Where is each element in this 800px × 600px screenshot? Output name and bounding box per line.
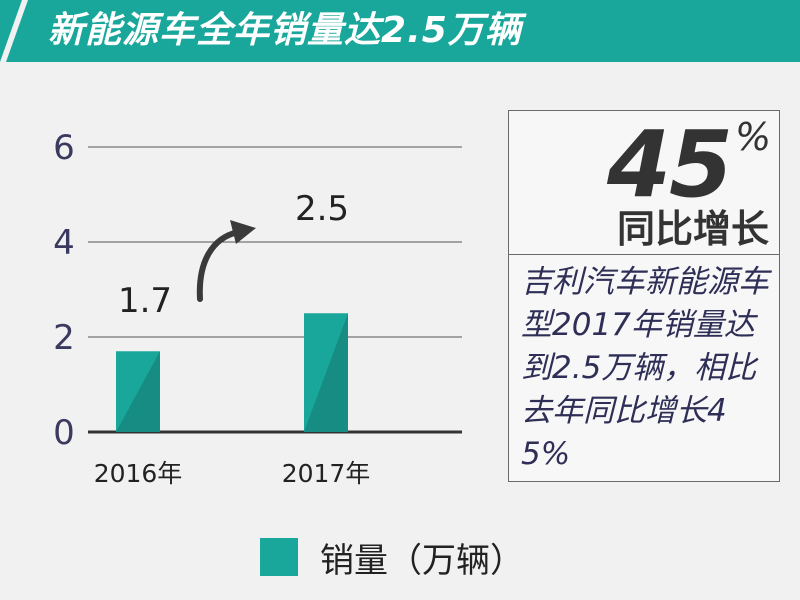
callout-description: 吉利汽车新能源车型2017年销量达到2.5万辆，相比去年同比增长45% bbox=[521, 264, 769, 472]
x-category-label: 2017年 bbox=[282, 459, 371, 488]
percent-sign: % bbox=[735, 115, 772, 159]
bar-shade bbox=[304, 313, 348, 432]
growth-label: 同比增长 bbox=[616, 207, 769, 251]
x-axis-labels: 2016年 2017年 bbox=[94, 459, 371, 488]
data-labels: 1.7 2.5 bbox=[118, 189, 349, 321]
data-label: 2.5 bbox=[295, 189, 349, 229]
callout-divider bbox=[509, 254, 779, 255]
growth-percent: 45 bbox=[607, 111, 733, 218]
y-tick-label: 2 bbox=[53, 318, 75, 358]
bars bbox=[116, 313, 348, 432]
legend-swatch bbox=[260, 538, 298, 576]
y-tick-label: 6 bbox=[53, 128, 75, 168]
y-tick-label: 4 bbox=[53, 223, 75, 263]
data-label: 1.7 bbox=[118, 281, 172, 321]
legend: 销量（万辆） bbox=[260, 532, 524, 582]
title-bar: 新能源车全年销量达2.5万辆 bbox=[0, 0, 800, 62]
chart-title: 新能源车全年销量达2.5万辆 bbox=[48, 10, 522, 51]
growth-arrow-icon bbox=[196, 229, 241, 302]
growth-arrowhead-icon bbox=[230, 220, 256, 244]
title-banner bbox=[0, 0, 800, 62]
y-axis-ticks: 0 2 4 6 bbox=[53, 128, 75, 453]
growth-callout: 45 % 同比增长 吉利汽车新能源车型2017年销量达到2.5万辆，相比去年同比… bbox=[508, 110, 780, 482]
bar-chart: 0 2 4 6 1.7 2.5 2016年 2017年 bbox=[53, 128, 462, 488]
y-tick-label: 0 bbox=[53, 413, 75, 453]
legend-label: 销量（万辆） bbox=[320, 540, 524, 581]
bar-shade bbox=[116, 351, 160, 432]
x-category-label: 2016年 bbox=[94, 459, 183, 488]
